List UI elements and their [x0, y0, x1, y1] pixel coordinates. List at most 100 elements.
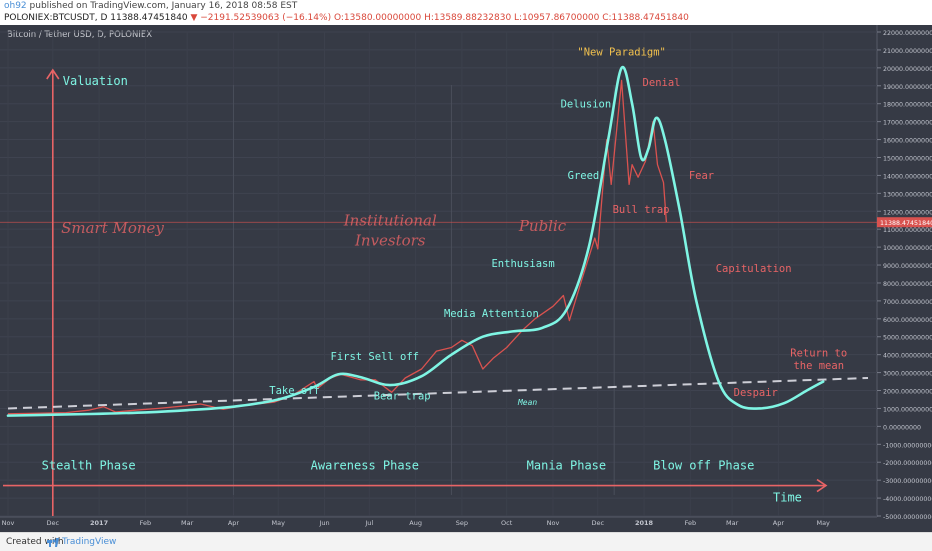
price-scale[interactable] [877, 25, 932, 532]
cycle-series [6, 65, 825, 417]
x-tick-label: Dec [47, 519, 60, 527]
x-tick-label: Jul [364, 519, 373, 527]
stage-label: the mean [793, 360, 844, 372]
y-tick-label: 0.00000000 [883, 424, 921, 431]
phase-label: Stealth Phase [42, 458, 136, 472]
price-line [7, 79, 668, 415]
x-tick-label: Apr [773, 519, 785, 527]
last-price-line: 11388.47451840 [0, 217, 932, 228]
stage-label: Capitulation [716, 263, 792, 275]
y-tick-label: 7000.00000000 [883, 299, 932, 306]
stage-label: Greed [568, 170, 600, 182]
group-label: Smart Money [61, 219, 164, 237]
group-label: Investors [354, 231, 426, 249]
price-change: ▼ −2191.52539063 (−16.14%) [190, 13, 332, 23]
x-tick-label: Mar [726, 519, 739, 527]
price-chart[interactable]: Bitcoin / Tether USD, D, POLONIEX 22000.… [0, 25, 932, 532]
x-tick-label: Aug [409, 519, 422, 527]
y-tick-label: -2000.00000000 [883, 460, 932, 467]
stage-label: Take off [269, 385, 320, 397]
publication-info: oh92 published on TradingView.com, Janua… [4, 1, 297, 11]
valuation-arrowhead [46, 68, 60, 80]
stage-label: Denial [643, 77, 681, 89]
time-axis-ticks: Nov Dec 2017 Feb Mar Apr May Jun Jul Aug Sep Oct Nov… [2, 519, 830, 527]
stage-label: Enthusiasm [491, 258, 554, 270]
y-tick-label: 3000.00000000 [883, 371, 932, 378]
x-tick-label: May [816, 519, 830, 527]
footer-bar: Created with TradingView [0, 532, 932, 551]
tradingview-logo-icon [47, 538, 59, 547]
publisher-name[interactable]: oh92 [4, 1, 27, 11]
y-tick-label: 6000.00000000 [883, 317, 932, 324]
x-tick-label: 2017 [90, 519, 108, 527]
created-with-text: Created with [6, 537, 64, 547]
stage-label: Fear [689, 170, 714, 182]
y-tick-label: 15000.00000000 [883, 155, 932, 162]
x-tick-label: Sep [456, 519, 468, 527]
x-tick-label: Nov [2, 519, 15, 527]
y-tick-label: 16000.00000000 [883, 138, 932, 145]
x-tick-label: Oct [501, 519, 513, 527]
ohlc-values: O:13580.00000000 H:13589.88232830 L:1095… [333, 13, 689, 23]
y-tick-label: -3000.00000000 [883, 478, 932, 485]
chart-background [0, 25, 932, 532]
last-price-marker [877, 217, 932, 228]
y-tick-label: 4000.00000000 [883, 353, 932, 360]
price-axis-ticks: 22000.00000000 21000.00000000 20000.000000… [877, 30, 932, 521]
y-tick-label: 20000.00000000 [883, 66, 932, 73]
stage-label: "New Paradigm" [577, 46, 666, 58]
y-tick-label: -5000.00000000 [883, 514, 932, 521]
last-price-marker-label: 11388.47451840 [880, 220, 932, 227]
tradingview-brand-link[interactable]: TradingView [62, 537, 117, 547]
x-tick-label: Nov [547, 519, 560, 527]
phase-label: Awareness Phase [311, 458, 419, 472]
y-tick-label: 1000.00000000 [883, 406, 932, 413]
phase-label: Mania Phase [527, 458, 606, 472]
y-tick-label: 5000.00000000 [883, 335, 932, 342]
published-text: published on TradingView.com, January 16… [29, 1, 298, 11]
chart-title: Bitcoin / Tether USD, D, POLONIEX [7, 30, 152, 40]
group-label: Public [518, 217, 567, 235]
price-series [7, 79, 668, 415]
x-tick-label: Apr [228, 519, 240, 527]
group-label: Institutional [343, 212, 437, 230]
stage-label: Return to [790, 347, 847, 359]
x-tick-label: Mar [181, 519, 194, 527]
mean-dashed-line [7, 376, 869, 410]
y-tick-label: 17000.00000000 [883, 120, 932, 127]
y-tick-label: 12000.00000000 [883, 209, 932, 216]
valuation-axis-label: Valuation [63, 74, 128, 88]
stage-label: Despair [734, 387, 778, 399]
y-tick-label: 2000.00000000 [883, 389, 932, 396]
drawn-axes: Valuation Time [3, 68, 828, 516]
symbol-info: POLONIEX:BTCUSDT, D 11388.47451840 ▼ −21… [4, 13, 689, 23]
time-arrowhead [816, 478, 828, 493]
x-tick-label: May [272, 519, 286, 527]
symbol-label: POLONIEX:BTCUSDT, D [4, 13, 108, 23]
y-tick-label: 18000.00000000 [883, 102, 932, 109]
stage-label: Bull trap [613, 204, 670, 216]
y-tick-label: 9000.00000000 [883, 263, 932, 270]
y-tick-label: 11000.00000000 [883, 227, 932, 234]
x-tick-label: 2018 [635, 519, 654, 527]
y-tick-label: 19000.00000000 [883, 84, 932, 91]
x-tick-label: Feb [140, 519, 152, 527]
stage-label: Bear trap [374, 390, 431, 402]
phase-label: Blow off Phase [653, 458, 754, 472]
y-tick-label: 8000.00000000 [883, 281, 932, 288]
x-tick-label: Jun [318, 519, 329, 527]
y-tick-label: 22000.00000000 [883, 30, 932, 37]
annotation-labels: Stealth Phase Awareness Phase Mania Phase B… [42, 46, 848, 472]
grid [0, 31, 877, 517]
x-tick-label: Dec [591, 519, 604, 527]
x-tick-label: Feb [685, 519, 697, 527]
y-tick-label: 10000.00000000 [883, 245, 932, 252]
time-axis-label: Time [773, 491, 802, 505]
y-tick-label: 21000.00000000 [883, 48, 932, 55]
stage-label: Delusion [561, 98, 612, 110]
y-tick-label: 13000.00000000 [883, 191, 932, 198]
last-price: 11388.47451840 [110, 13, 188, 23]
stage-label: Media Attention [444, 308, 539, 320]
y-tick-label: 14000.00000000 [883, 173, 932, 180]
y-tick-label: -4000.00000000 [883, 496, 932, 503]
